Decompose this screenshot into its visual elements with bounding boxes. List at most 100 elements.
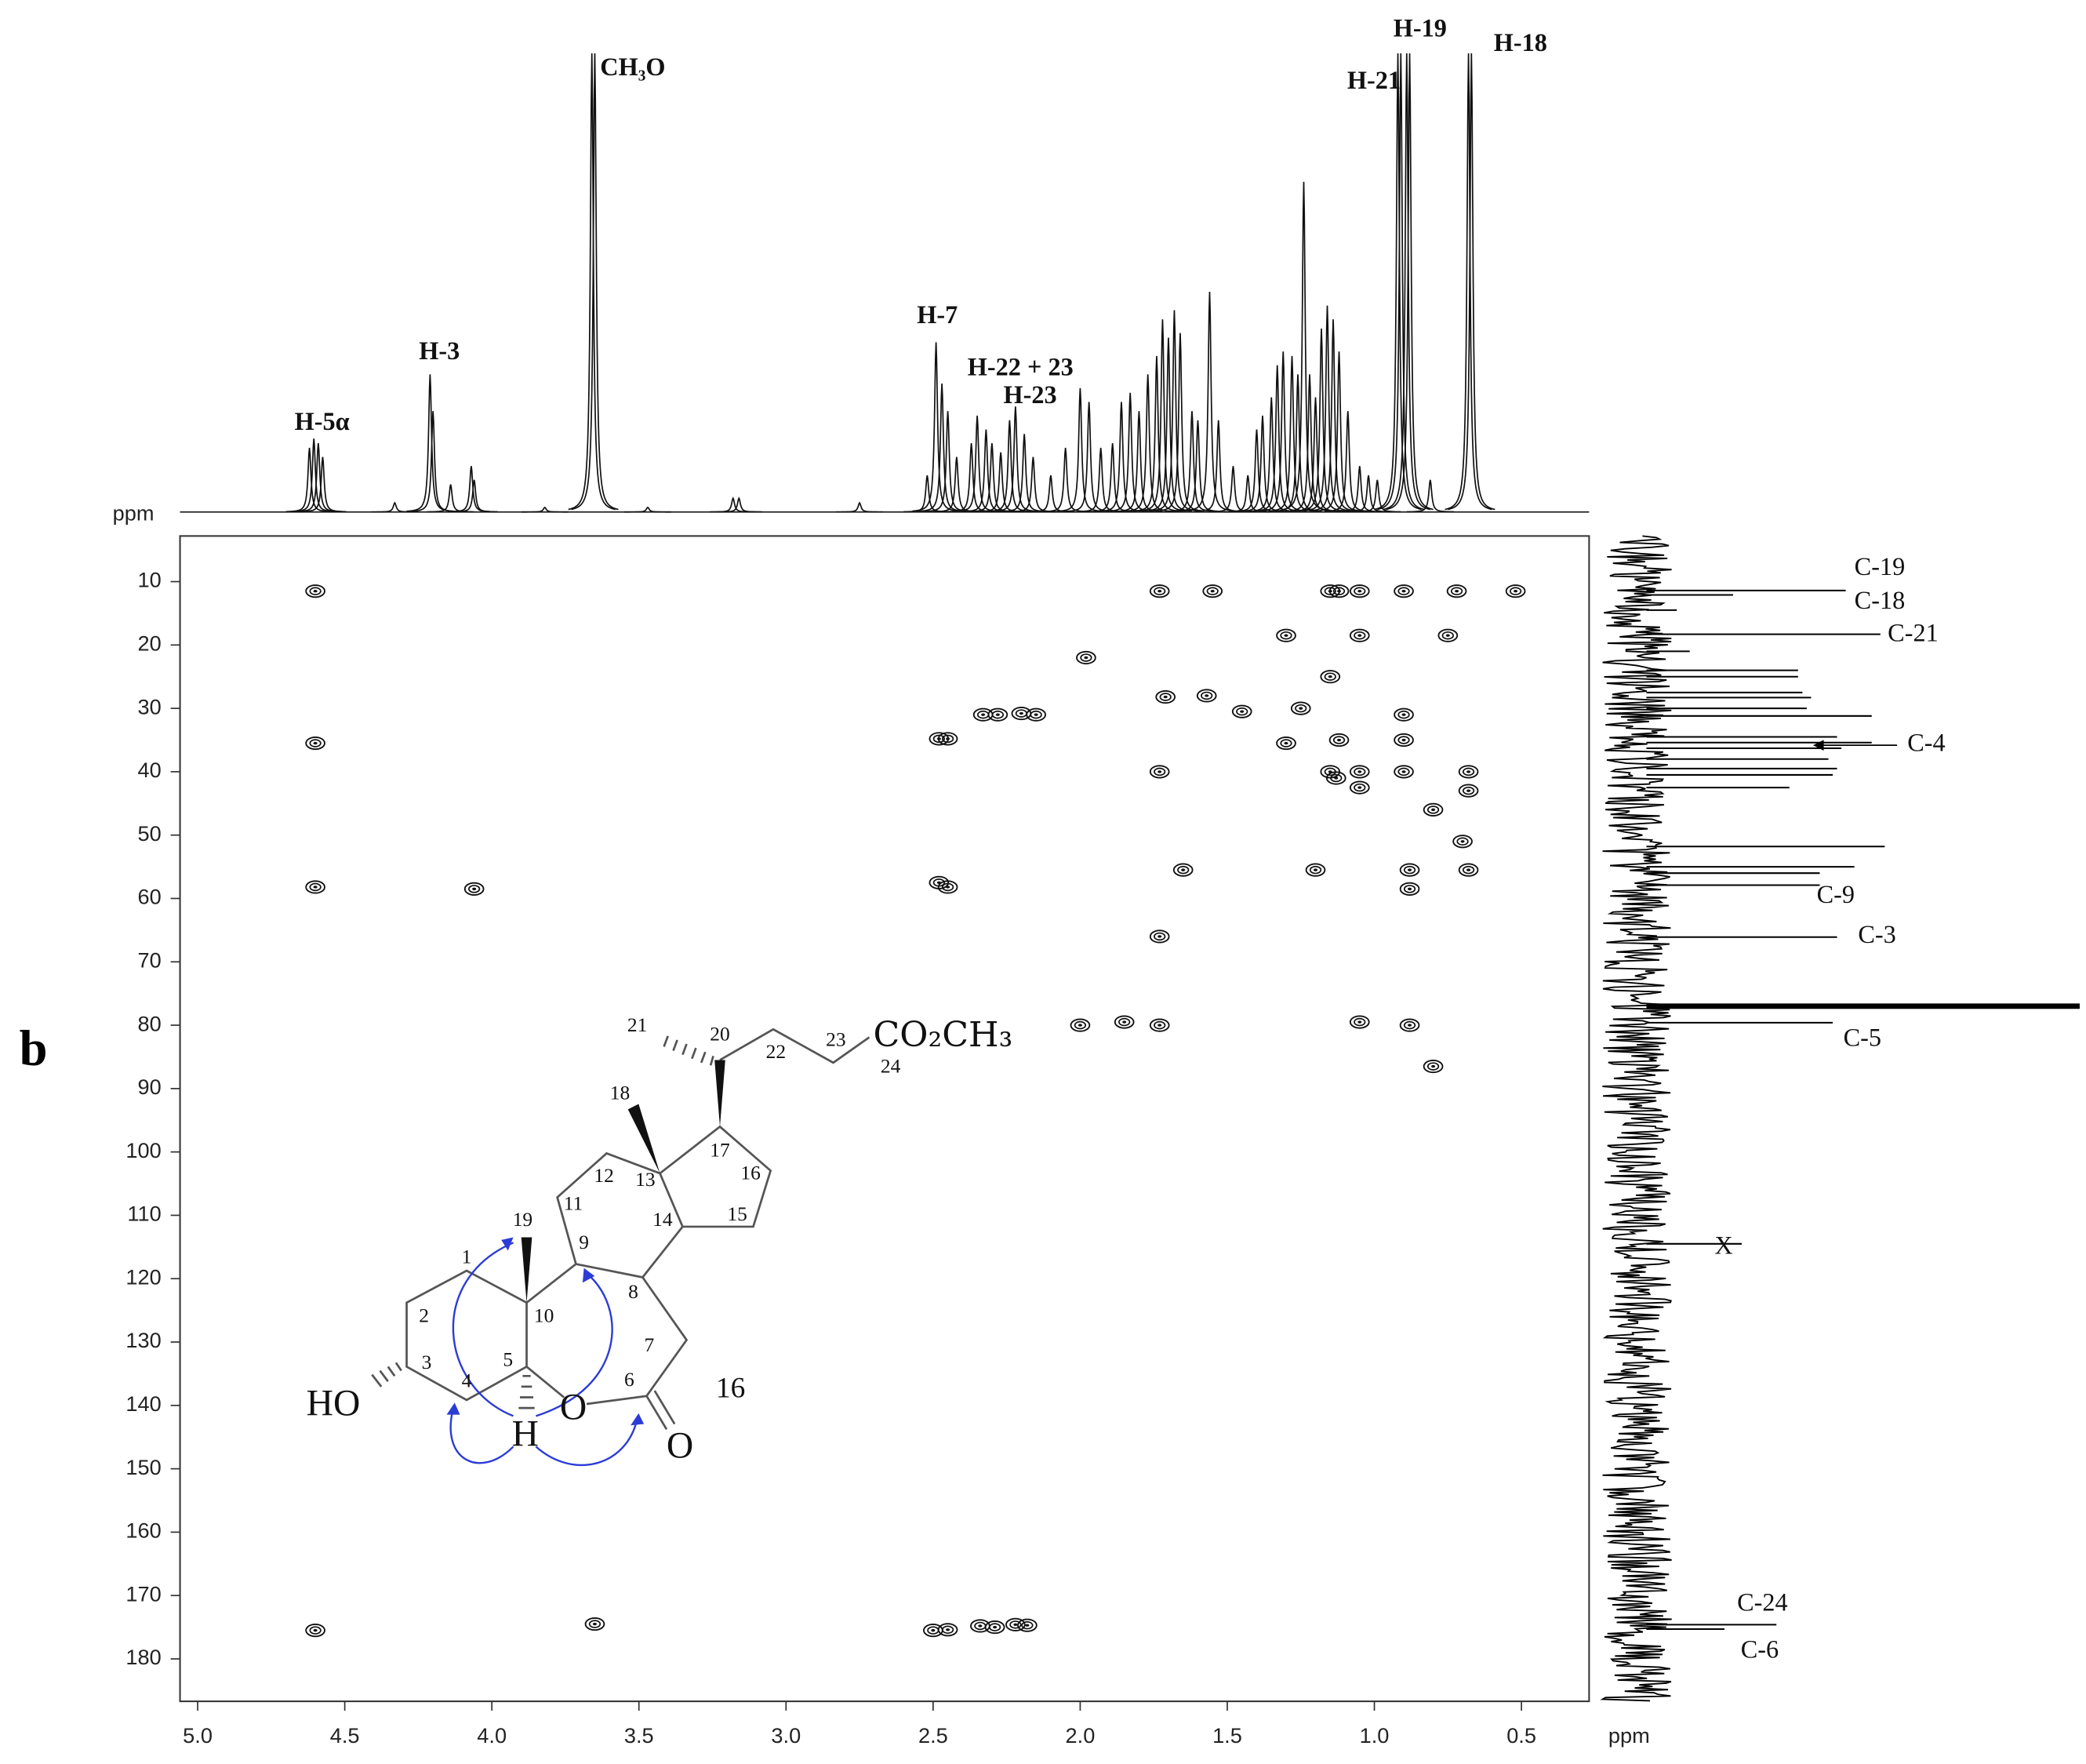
- proton-peak: [1383, 53, 1430, 511]
- cross-peak: [1458, 863, 1479, 877]
- contour: [1354, 631, 1366, 640]
- contour: [1397, 587, 1410, 595]
- atom-number: 1: [462, 1246, 472, 1268]
- carbon-label: C-3: [1858, 920, 1895, 948]
- contour: [1309, 865, 1322, 875]
- cross-peak: [1017, 1618, 1038, 1632]
- contour: [991, 710, 1005, 719]
- hash-21: [663, 1035, 714, 1066]
- peak-label: H-7: [917, 300, 958, 329]
- contour: [1280, 631, 1292, 640]
- contour: [1157, 935, 1162, 938]
- cross-peak: [1276, 736, 1296, 751]
- y-tick-label: 180: [125, 1645, 161, 1669]
- contour: [1324, 587, 1336, 595]
- contour: [981, 713, 986, 716]
- cross-peak: [1458, 765, 1479, 779]
- cross-peak: [1328, 733, 1350, 747]
- atom-number: 7: [645, 1333, 655, 1356]
- contour: [1431, 1064, 1436, 1068]
- proton-peak: [623, 506, 672, 513]
- y-tick-label: 20: [138, 631, 162, 656]
- x-tick-label: 0.5: [1506, 1723, 1536, 1748]
- atom-number: 21: [627, 1013, 647, 1036]
- atom-number: 14: [652, 1208, 673, 1231]
- contour: [1397, 767, 1410, 777]
- contour: [1013, 1623, 1018, 1627]
- contour: [1030, 710, 1042, 719]
- contour: [988, 1623, 1001, 1631]
- cross-peak: [1349, 1015, 1370, 1029]
- contour: [1019, 711, 1023, 715]
- contour: [1181, 868, 1186, 871]
- cross-peak: [1005, 1617, 1026, 1631]
- peak-label: H-18: [1494, 28, 1547, 56]
- contour: [1154, 1020, 1166, 1030]
- contour: [1284, 741, 1288, 745]
- side-chain: [719, 1027, 870, 1064]
- contour: [1074, 1020, 1087, 1030]
- cross-peak: [1114, 1015, 1135, 1029]
- x-tick-label: 1.0: [1360, 1723, 1390, 1748]
- proton-peak: [1174, 420, 1222, 512]
- contour: [1154, 932, 1166, 941]
- contour: [1357, 589, 1362, 593]
- contour: [1408, 887, 1412, 891]
- y-tick-label: 120: [125, 1264, 161, 1289]
- proton-peak: [1132, 355, 1181, 512]
- cross-peak: [1394, 733, 1414, 747]
- atom-number: 13: [635, 1168, 655, 1191]
- contour: [1299, 707, 1303, 710]
- contour: [1445, 634, 1450, 637]
- contour: [1426, 806, 1440, 814]
- contour: [1240, 710, 1245, 713]
- cross-peak: [1155, 689, 1176, 704]
- contour: [1157, 1024, 1162, 1027]
- contour: [941, 734, 954, 744]
- y-tick-label: 100: [125, 1138, 161, 1162]
- plot-frame: [179, 535, 1590, 1703]
- contour: [995, 713, 1000, 716]
- contour: [1462, 767, 1475, 777]
- y-tick-label: 170: [125, 1581, 161, 1606]
- cross-peak: [1349, 780, 1370, 795]
- y-tick-label: 30: [138, 694, 162, 718]
- y-tick-label: 50: [138, 821, 162, 846]
- contour: [1324, 767, 1336, 777]
- contour: [1284, 634, 1288, 637]
- contour: [1514, 589, 1518, 593]
- contour: [1450, 587, 1463, 595]
- contour: [309, 739, 322, 747]
- cross-peak: [1070, 1018, 1091, 1032]
- carbon-label: X: [1714, 1231, 1732, 1259]
- carbon-label: C-6: [1741, 1635, 1779, 1663]
- contour: [941, 1625, 954, 1635]
- contour: [1403, 865, 1416, 875]
- atom-number: 10: [534, 1304, 554, 1326]
- atom-number: 23: [826, 1027, 845, 1050]
- contour: [978, 1624, 983, 1628]
- contour: [1159, 693, 1172, 701]
- proton-peak: [427, 484, 474, 513]
- arrowhead: [582, 1268, 595, 1283]
- atom-number: 11: [564, 1192, 583, 1215]
- contour: [1280, 739, 1292, 747]
- peak-label: H-19: [1394, 14, 1447, 42]
- proton-peak: [1377, 53, 1425, 511]
- proton-peak: [299, 456, 347, 513]
- cross-peak: [1290, 701, 1311, 715]
- proton-peak: [1224, 475, 1272, 513]
- arrowhead: [501, 1237, 514, 1251]
- cross-peak: [1394, 584, 1414, 598]
- group-label: O: [560, 1387, 587, 1428]
- contour: [1460, 840, 1465, 843]
- cross-peak: [1349, 584, 1370, 598]
- arrowhead: [446, 1402, 460, 1415]
- contour: [309, 1626, 322, 1635]
- cross-peak: [305, 584, 325, 598]
- cross-peak: [1328, 584, 1350, 598]
- compound-number: 16: [716, 1373, 745, 1405]
- panel-label: b: [20, 1020, 48, 1076]
- cross-peak: [1399, 1018, 1420, 1032]
